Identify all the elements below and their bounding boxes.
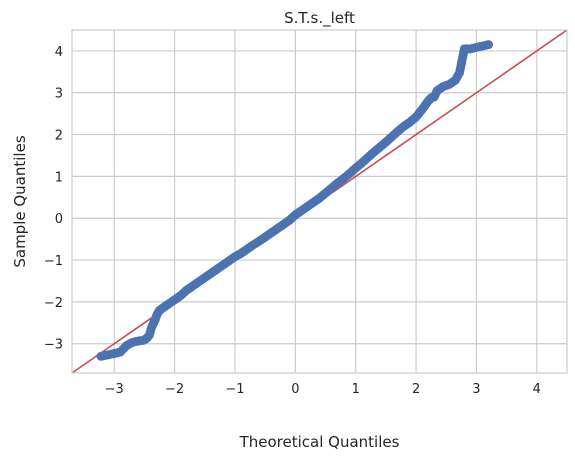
x-tick-label: 2 <box>412 382 420 397</box>
x-tick-label: −2 <box>165 382 184 397</box>
y-tick-label: 1 <box>55 170 63 185</box>
y-tick-label: 0 <box>55 212 63 227</box>
x-tick-label: 0 <box>291 382 299 397</box>
y-tick-label: −1 <box>44 254 63 269</box>
x-tick-label: 3 <box>472 382 480 397</box>
x-tick-label: 1 <box>352 382 360 397</box>
y-tick-label: 4 <box>55 45 63 60</box>
x-tick-label: −3 <box>105 382 124 397</box>
x-tick-labels: −3 −2 −1 0 1 2 3 4 <box>105 382 541 397</box>
x-tick-label: 4 <box>533 382 541 397</box>
y-tick-label: 3 <box>55 87 63 102</box>
data-point <box>484 40 494 50</box>
chart-title: S.T.s._left <box>284 9 355 28</box>
plot-frame <box>71 29 568 374</box>
x-axis-title: Theoretical Quantiles <box>239 433 400 451</box>
x-tick-label: −1 <box>225 382 244 397</box>
y-tick-label: 2 <box>55 129 63 144</box>
y-tick-label: −2 <box>44 296 63 311</box>
y-tick-label: −3 <box>44 338 63 353</box>
y-tick-labels: −3 −2 −1 0 1 2 3 4 <box>44 45 63 353</box>
grid-lines <box>72 30 567 373</box>
data-points <box>96 40 494 361</box>
y-axis-title: Sample Quantiles <box>11 135 29 267</box>
